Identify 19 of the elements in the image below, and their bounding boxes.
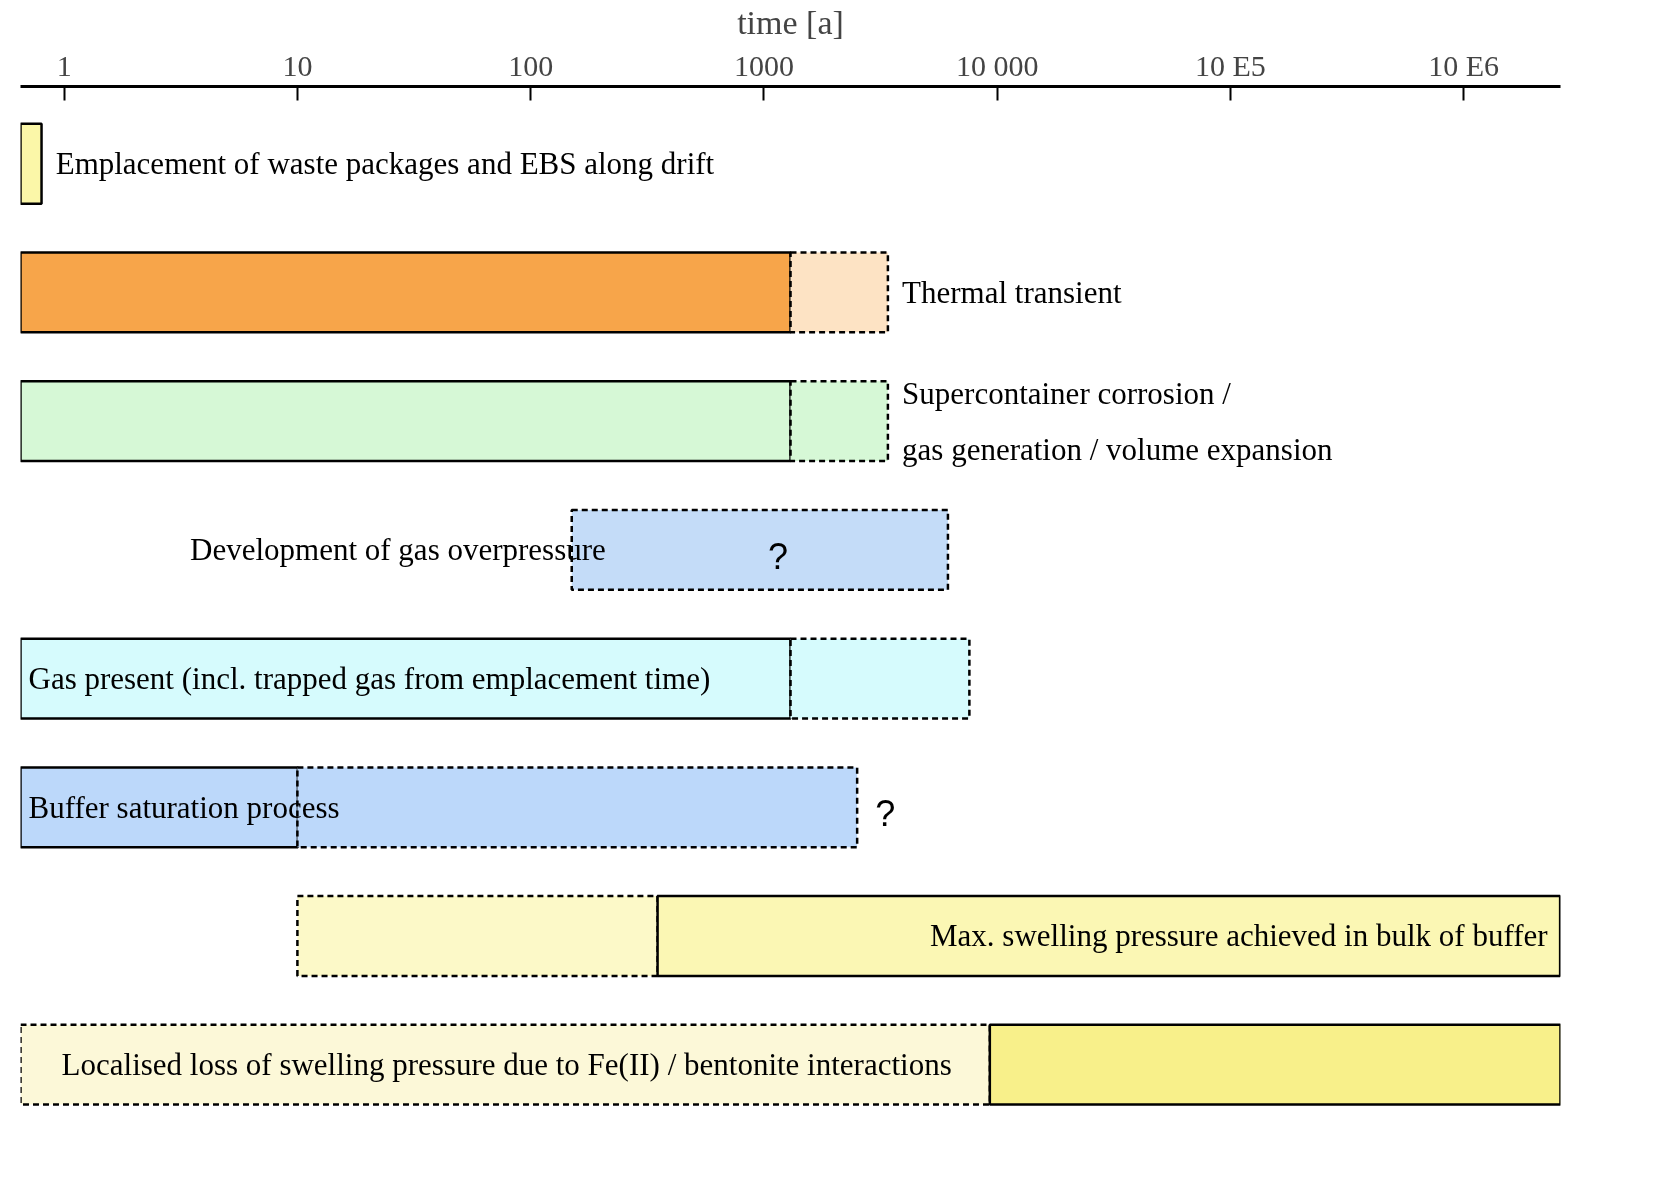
annotation: ?	[768, 535, 789, 577]
y-tick-label: Development of gas overpressure	[190, 532, 606, 568]
x-axis-title: time [a]	[737, 3, 844, 41]
y-tick-label: Emplacement of waste packages and EBS along drift	[55, 146, 715, 182]
annotation: ?	[875, 793, 896, 835]
x-tick-label: 1000	[733, 48, 794, 82]
y-tick-label: Thermal transient	[902, 274, 1122, 310]
y-tick-label: Gas present (incl. trapped gas from emplacement time)	[28, 661, 711, 697]
x-tick-label: 10 E6	[1428, 48, 1500, 82]
x-tick-label: 10 000	[955, 48, 1039, 82]
y-tick-label: Buffer saturation process	[28, 789, 340, 825]
x-tick-label: 10	[282, 48, 313, 82]
y-tick-label: Localised loss of swelling pressure due to Fe(II) / bentonite interactions	[61, 1047, 952, 1083]
x-tick-label: 100	[508, 48, 554, 82]
y-tick-label: Max. swelling pressure achieved in bulk of buffer	[930, 918, 1549, 954]
y-tick-label: Supercontainer corrosion / gas generation / volume expansion	[902, 375, 1333, 467]
x-tick-label: 1	[56, 48, 72, 82]
x-tick-label: 10 E5	[1195, 48, 1266, 82]
bar	[20, 122, 43, 205]
